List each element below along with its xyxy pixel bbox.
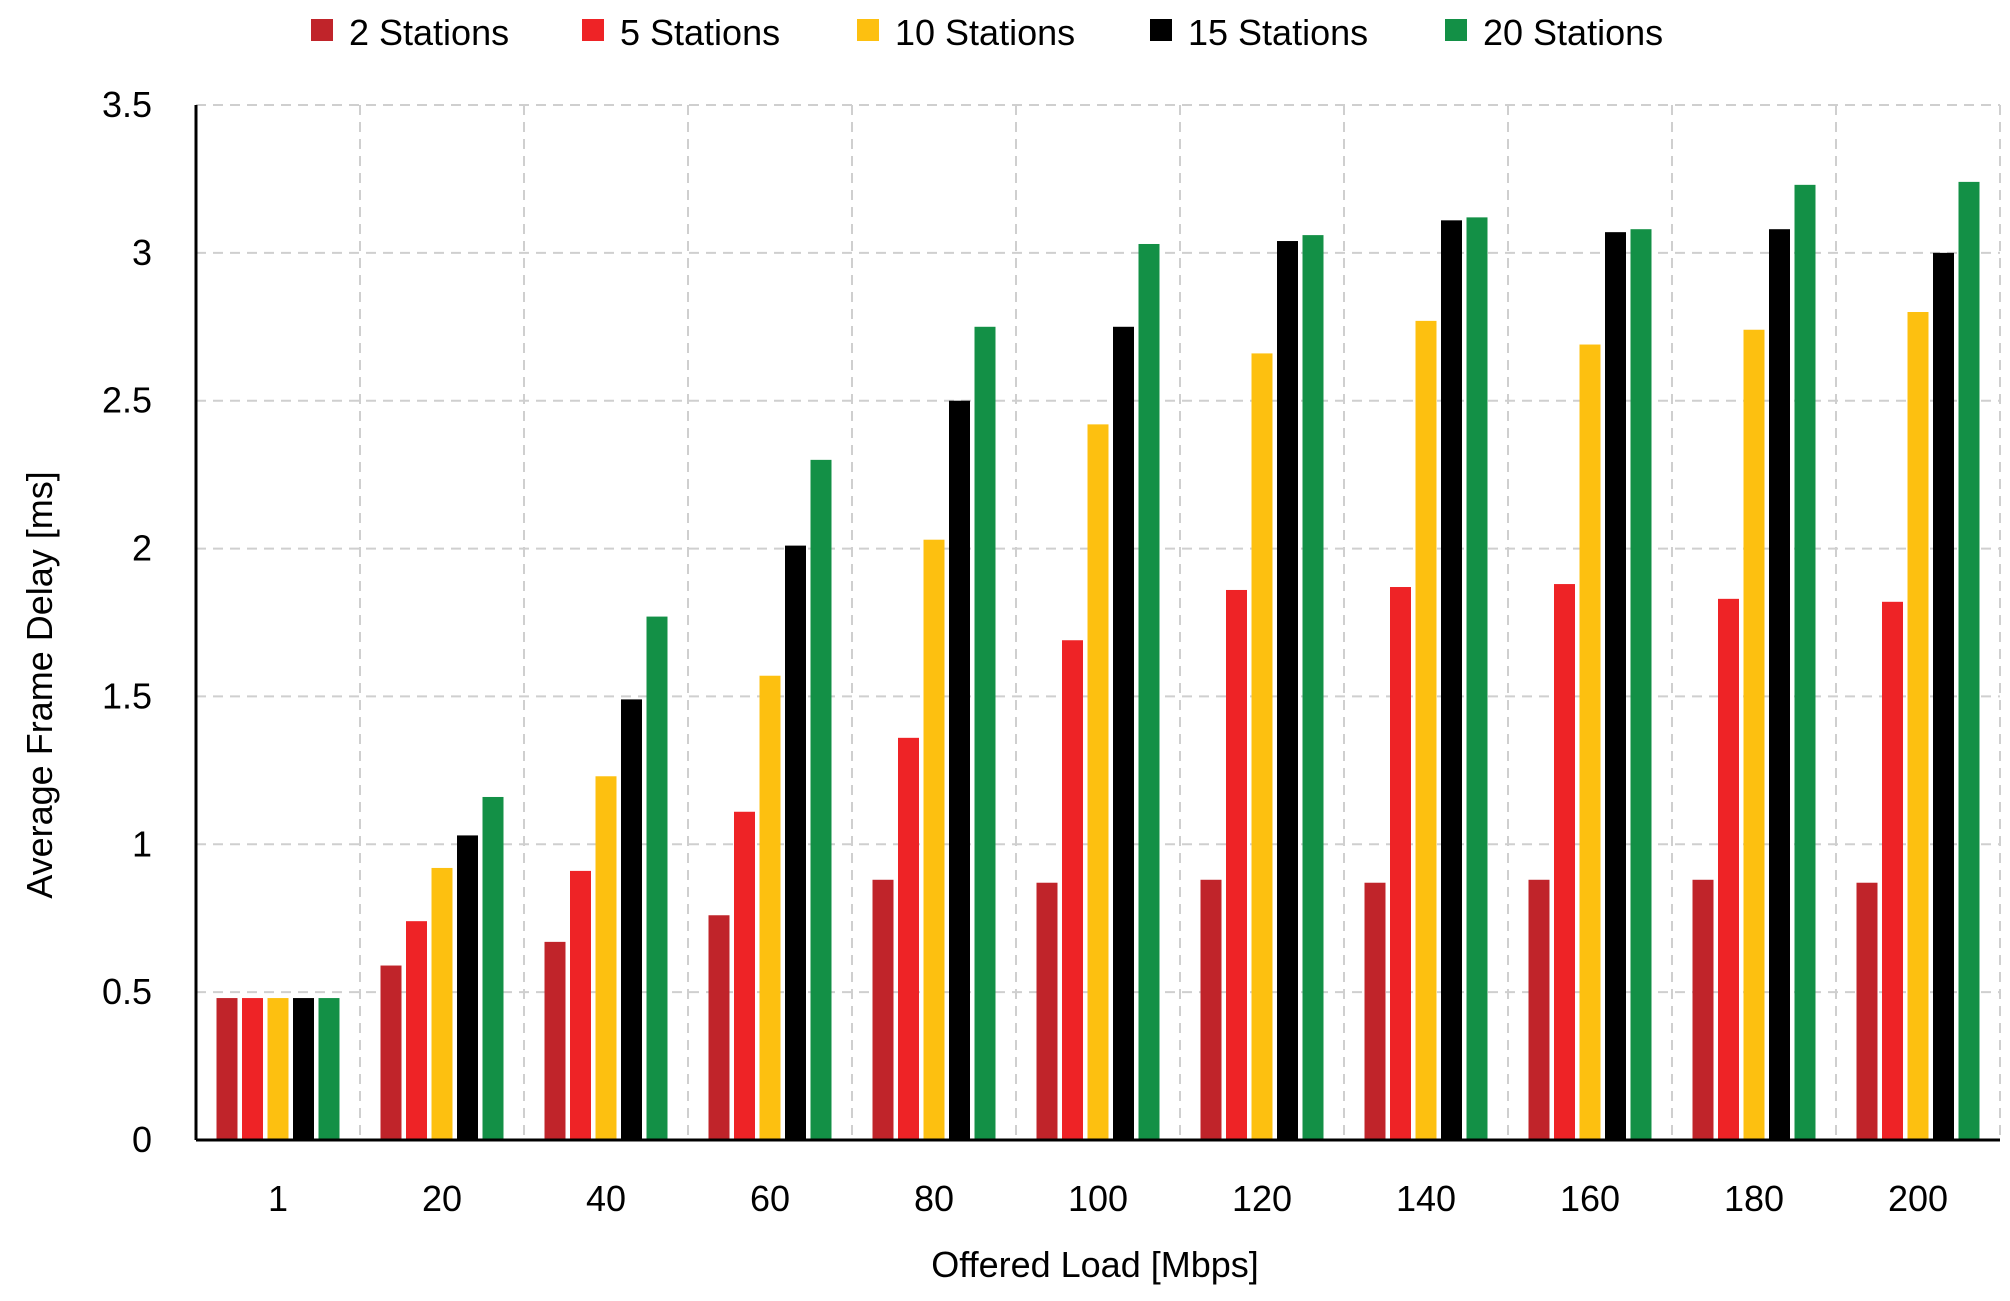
bar-2-stations-160 bbox=[1528, 879, 1550, 1140]
bar-20-stations-160 bbox=[1630, 229, 1652, 1140]
y-tick-labels: 0 0.5 1 1.5 2 2.5 3 3.5 bbox=[102, 84, 152, 1160]
bar-15-stations-200 bbox=[1933, 252, 1954, 1140]
bar-5-stations-180 bbox=[1718, 598, 1739, 1140]
legend-item-20-stations: 20 Stations bbox=[1445, 12, 1663, 53]
bar-15-stations-100 bbox=[1113, 326, 1134, 1140]
y-axis-title: Average Frame Delay [ms] bbox=[19, 471, 60, 898]
bar-15-stations-80 bbox=[949, 400, 970, 1140]
legend-label: 20 Stations bbox=[1483, 12, 1663, 53]
bar-20-stations-200 bbox=[1958, 181, 1980, 1140]
bar-10-stations-1 bbox=[267, 998, 289, 1140]
x-tick-label: 60 bbox=[750, 1178, 790, 1219]
y-tick-label: 2 bbox=[132, 528, 152, 569]
bars bbox=[216, 181, 1980, 1141]
bar-5-stations-200 bbox=[1882, 601, 1903, 1140]
bar-20-stations-40 bbox=[646, 616, 668, 1140]
bar-2-stations-20 bbox=[380, 965, 402, 1140]
legend: 2 Stations 5 Stations 10 Stations 15 Statio… bbox=[311, 12, 1663, 53]
legend-swatch bbox=[1150, 19, 1172, 41]
bar-5-stations-20 bbox=[406, 921, 427, 1140]
x-tick-label: 180 bbox=[1724, 1178, 1784, 1219]
bar-5-stations-120 bbox=[1226, 589, 1247, 1140]
legend-swatch bbox=[311, 19, 333, 41]
bar-20-stations-1 bbox=[318, 998, 340, 1140]
legend-item-5-stations: 5 Stations bbox=[582, 12, 780, 53]
bar-10-stations-140 bbox=[1415, 320, 1437, 1140]
y-tick-label: 2.5 bbox=[102, 380, 152, 421]
bar-15-stations-160 bbox=[1605, 232, 1626, 1140]
y-tick-label: 1.5 bbox=[102, 675, 152, 716]
bar-15-stations-1 bbox=[293, 998, 314, 1140]
y-tick-label: 0 bbox=[132, 1119, 152, 1160]
legend-label: 15 Stations bbox=[1188, 12, 1368, 53]
bar-10-stations-120 bbox=[1251, 353, 1273, 1140]
bar-15-stations-180 bbox=[1769, 229, 1790, 1140]
bar-20-stations-100 bbox=[1138, 243, 1160, 1140]
legend-swatch bbox=[857, 19, 879, 41]
bar-10-stations-160 bbox=[1579, 344, 1601, 1140]
bar-10-stations-20 bbox=[431, 867, 453, 1140]
legend-swatch bbox=[582, 19, 604, 41]
bar-20-stations-120 bbox=[1302, 235, 1324, 1141]
bar-20-stations-180 bbox=[1794, 184, 1816, 1141]
bar-2-stations-100 bbox=[1036, 882, 1058, 1140]
x-tick-label: 20 bbox=[422, 1178, 462, 1219]
bar-5-stations-160 bbox=[1554, 584, 1575, 1140]
bar-15-stations-140 bbox=[1441, 220, 1462, 1141]
bar-2-stations-1 bbox=[216, 998, 238, 1140]
legend-label: 10 Stations bbox=[895, 12, 1075, 53]
axes bbox=[194, 105, 2000, 1142]
legend-label: 5 Stations bbox=[620, 12, 780, 53]
x-tick-label: 80 bbox=[914, 1178, 954, 1219]
bar-15-stations-60 bbox=[785, 545, 806, 1140]
y-tick-label: 3.5 bbox=[102, 84, 152, 125]
x-tick-label: 40 bbox=[586, 1178, 626, 1219]
bar-20-stations-60 bbox=[810, 459, 832, 1140]
y-tick-label: 3 bbox=[132, 232, 152, 273]
x-tick-label: 120 bbox=[1232, 1178, 1292, 1219]
x-tick-label: 100 bbox=[1068, 1178, 1128, 1219]
bar-10-stations-200 bbox=[1907, 312, 1929, 1140]
bar-5-stations-40 bbox=[570, 870, 591, 1140]
bar-2-stations-80 bbox=[872, 879, 894, 1140]
bar-5-stations-80 bbox=[898, 737, 919, 1140]
legend-label: 2 Stations bbox=[349, 12, 509, 53]
legend-item-15-stations: 15 Stations bbox=[1150, 12, 1368, 53]
bar-5-stations-100 bbox=[1062, 640, 1083, 1140]
bar-2-stations-200 bbox=[1856, 882, 1878, 1140]
x-tick-label: 140 bbox=[1396, 1178, 1456, 1219]
bar-10-stations-80 bbox=[923, 539, 945, 1140]
y-tick-label: 0.5 bbox=[102, 971, 152, 1012]
bar-15-stations-20 bbox=[457, 835, 478, 1140]
bar-5-stations-60 bbox=[734, 811, 755, 1140]
bar-5-stations-1 bbox=[242, 998, 263, 1140]
legend-item-2-stations: 2 Stations bbox=[311, 12, 509, 53]
bar-10-stations-100 bbox=[1087, 424, 1109, 1140]
bar-10-stations-60 bbox=[759, 675, 781, 1140]
x-tick-label: 200 bbox=[1888, 1178, 1948, 1219]
x-tick-label: 1 bbox=[268, 1178, 288, 1219]
bar-20-stations-140 bbox=[1466, 217, 1488, 1140]
bar-2-stations-60 bbox=[708, 915, 730, 1140]
bar-20-stations-20 bbox=[482, 796, 504, 1140]
bar-10-stations-40 bbox=[595, 776, 617, 1140]
bar-10-stations-180 bbox=[1743, 329, 1765, 1140]
bar-15-stations-40 bbox=[621, 699, 642, 1140]
bar-2-stations-40 bbox=[544, 941, 566, 1140]
y-tick-label: 1 bbox=[132, 823, 152, 864]
bar-2-stations-120 bbox=[1200, 879, 1222, 1140]
bar-2-stations-180 bbox=[1692, 879, 1714, 1140]
bar-20-stations-80 bbox=[974, 326, 996, 1140]
x-tick-label: 160 bbox=[1560, 1178, 1620, 1219]
bar-15-stations-120 bbox=[1277, 241, 1298, 1140]
x-axis-title: Offered Load [Mbps] bbox=[931, 1244, 1259, 1285]
legend-swatch bbox=[1445, 19, 1467, 41]
x-tick-labels: 1 20 40 60 80 100 120 140 160 180 200 bbox=[268, 1178, 1948, 1219]
bar-2-stations-140 bbox=[1364, 882, 1386, 1140]
legend-item-10-stations: 10 Stations bbox=[857, 12, 1075, 53]
bar-5-stations-140 bbox=[1390, 587, 1411, 1140]
